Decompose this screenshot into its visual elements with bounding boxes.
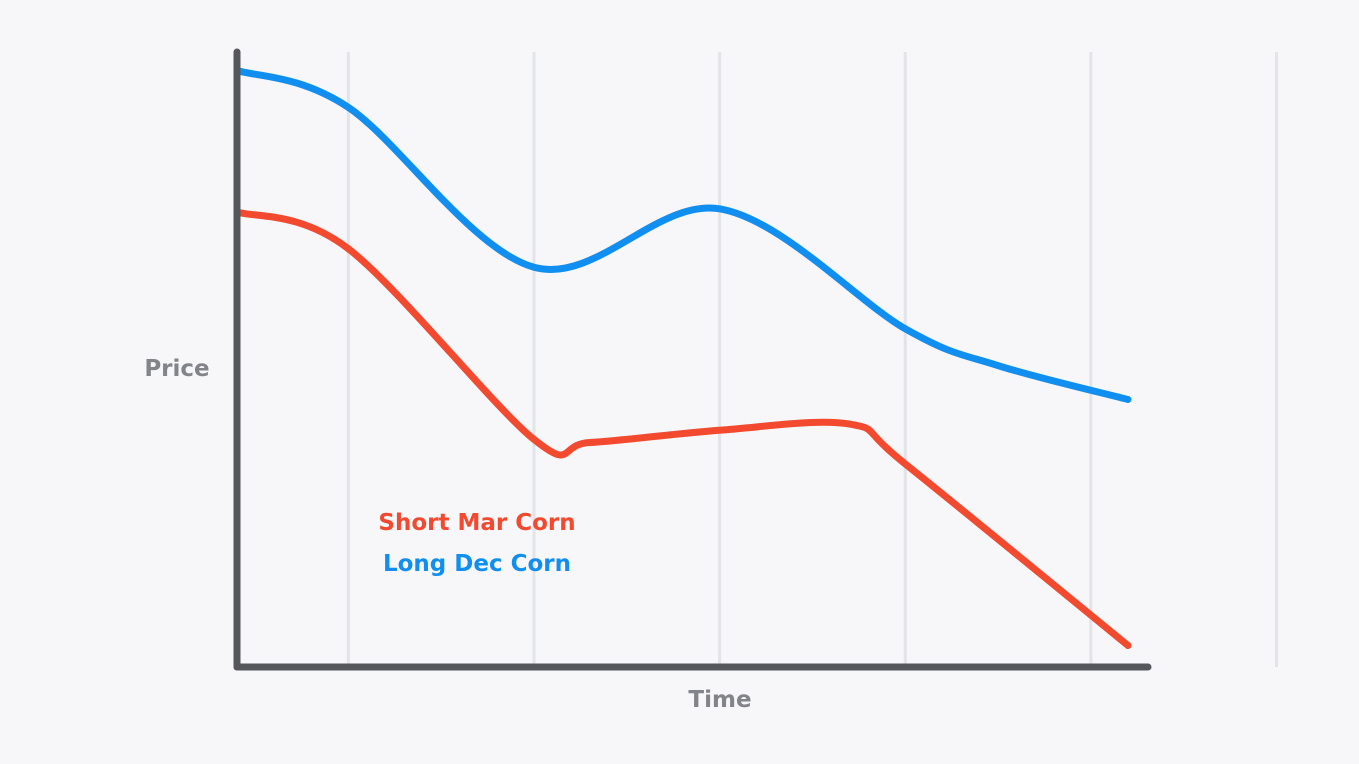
legend-entry-long-dec-corn: Long Dec Corn [383,551,571,577]
series-line-short-mar-corn [233,208,1132,649]
legend: Short Mar Corn Long Dec Corn [378,510,575,577]
grid-lines [346,52,1278,667]
y-axis-label: Price [144,356,209,382]
legend-entry-short-mar-corn: Short Mar Corn [378,510,575,536]
series-line-long-dec-corn [233,67,1132,403]
x-axis-label: Time [688,687,751,713]
series-lines [233,67,1132,649]
axes [233,48,1152,671]
